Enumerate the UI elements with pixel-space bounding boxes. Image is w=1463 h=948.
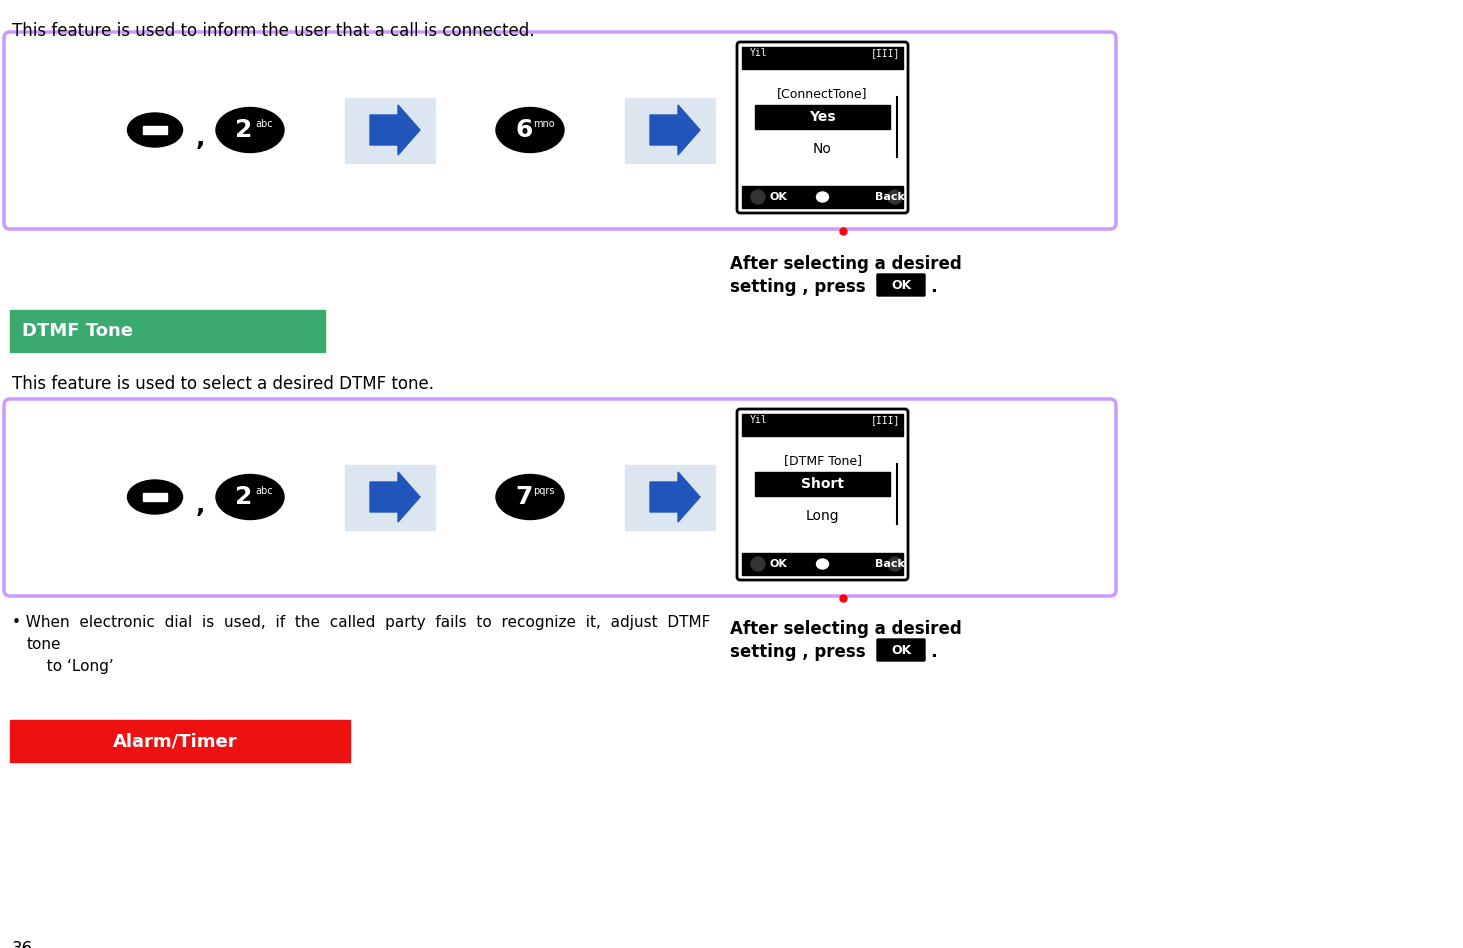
Text: mno: mno: [533, 119, 554, 129]
Text: abc: abc: [255, 119, 272, 129]
FancyBboxPatch shape: [737, 409, 909, 580]
Text: OK: OK: [891, 279, 911, 291]
Text: pqrs: pqrs: [533, 486, 554, 496]
Text: [DTMF Tone]: [DTMF Tone]: [784, 454, 862, 467]
Text: 6: 6: [515, 118, 533, 142]
Bar: [742, 186, 903, 208]
Bar: [755, 105, 890, 129]
Text: tone: tone: [26, 637, 61, 652]
FancyBboxPatch shape: [876, 274, 925, 296]
Bar: [10, 720, 350, 762]
Circle shape: [751, 557, 765, 571]
Bar: [625, 465, 715, 530]
Bar: [345, 98, 435, 162]
Polygon shape: [370, 472, 420, 522]
Polygon shape: [650, 105, 699, 155]
Ellipse shape: [496, 475, 565, 520]
Text: ,: ,: [196, 493, 205, 517]
Ellipse shape: [496, 107, 565, 153]
FancyBboxPatch shape: [876, 639, 925, 661]
Text: • When  electronic  dial  is  used,  if  the  called  party  fails  to  recogniz: • When electronic dial is used, if the c…: [12, 615, 711, 630]
Text: [III]: [III]: [870, 48, 900, 58]
Text: Yil: Yil: [751, 415, 768, 425]
Text: 36: 36: [12, 940, 34, 948]
Text: setting , press: setting , press: [730, 278, 866, 296]
Text: 2: 2: [236, 485, 253, 509]
FancyBboxPatch shape: [4, 32, 1116, 229]
Ellipse shape: [217, 475, 284, 520]
Text: Back: Back: [875, 192, 906, 202]
Text: OK: OK: [770, 192, 789, 202]
Text: DTMF Tone: DTMF Tone: [22, 322, 133, 340]
Circle shape: [751, 190, 765, 204]
Text: OK: OK: [891, 644, 911, 657]
Ellipse shape: [816, 192, 828, 202]
Ellipse shape: [816, 559, 828, 569]
Text: abc: abc: [255, 486, 272, 496]
Bar: [10, 310, 325, 352]
Text: setting , press: setting , press: [730, 643, 866, 661]
Bar: [742, 414, 903, 436]
Text: Back: Back: [875, 559, 906, 569]
FancyBboxPatch shape: [4, 399, 1116, 596]
Text: Yes: Yes: [809, 110, 835, 124]
Polygon shape: [370, 105, 420, 155]
Text: OK: OK: [770, 559, 789, 569]
Ellipse shape: [127, 113, 183, 147]
Text: After selecting a desired: After selecting a desired: [730, 255, 961, 273]
Bar: [345, 465, 435, 530]
Text: No: No: [813, 142, 832, 156]
Text: [ConnectTone]: [ConnectTone]: [777, 87, 868, 100]
Circle shape: [751, 556, 767, 572]
Circle shape: [887, 556, 903, 572]
Text: This feature is used to inform the user that a call is connected.: This feature is used to inform the user …: [12, 22, 534, 40]
Text: to ‘Long’: to ‘Long’: [37, 659, 114, 674]
Text: 7: 7: [515, 485, 533, 509]
Circle shape: [887, 189, 903, 205]
Bar: [755, 472, 890, 496]
Bar: [625, 98, 715, 162]
Bar: [143, 126, 167, 134]
Text: .: .: [930, 643, 936, 661]
FancyBboxPatch shape: [737, 42, 909, 213]
Text: Short: Short: [802, 477, 844, 491]
Circle shape: [888, 190, 903, 204]
Ellipse shape: [217, 107, 284, 153]
Text: [III]: [III]: [870, 415, 900, 425]
Text: This feature is used to select a desired DTMF tone.: This feature is used to select a desired…: [12, 375, 435, 393]
Ellipse shape: [127, 480, 183, 514]
Text: Alarm/Timer: Alarm/Timer: [113, 732, 237, 750]
Text: 2: 2: [236, 118, 253, 142]
Text: .: .: [930, 278, 936, 296]
Bar: [742, 47, 903, 69]
Polygon shape: [650, 472, 699, 522]
Circle shape: [888, 557, 903, 571]
Bar: [742, 553, 903, 575]
Text: Long: Long: [806, 509, 840, 523]
Text: After selecting a desired: After selecting a desired: [730, 620, 961, 638]
Text: ,: ,: [196, 126, 205, 150]
Bar: [143, 493, 167, 501]
Circle shape: [751, 189, 767, 205]
Text: Yil: Yil: [751, 48, 768, 58]
